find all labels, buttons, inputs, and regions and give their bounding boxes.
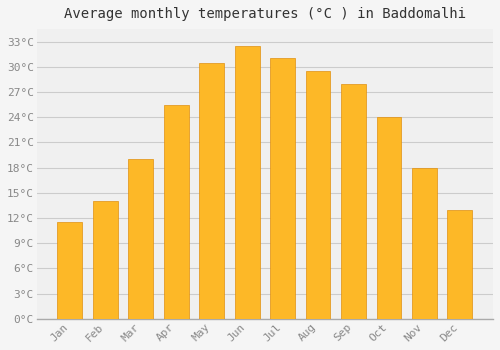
Bar <box>270 58 295 319</box>
Bar <box>376 117 402 319</box>
Bar <box>128 159 153 319</box>
Bar <box>412 168 437 319</box>
Bar <box>448 210 472 319</box>
Bar <box>58 222 82 319</box>
Bar <box>93 201 118 319</box>
Bar <box>235 46 260 319</box>
Bar <box>341 84 366 319</box>
Bar <box>164 105 188 319</box>
Title: Average monthly temperatures (°C ) in Baddomalhi: Average monthly temperatures (°C ) in Ba… <box>64 7 466 21</box>
Bar <box>200 63 224 319</box>
Bar <box>306 71 330 319</box>
